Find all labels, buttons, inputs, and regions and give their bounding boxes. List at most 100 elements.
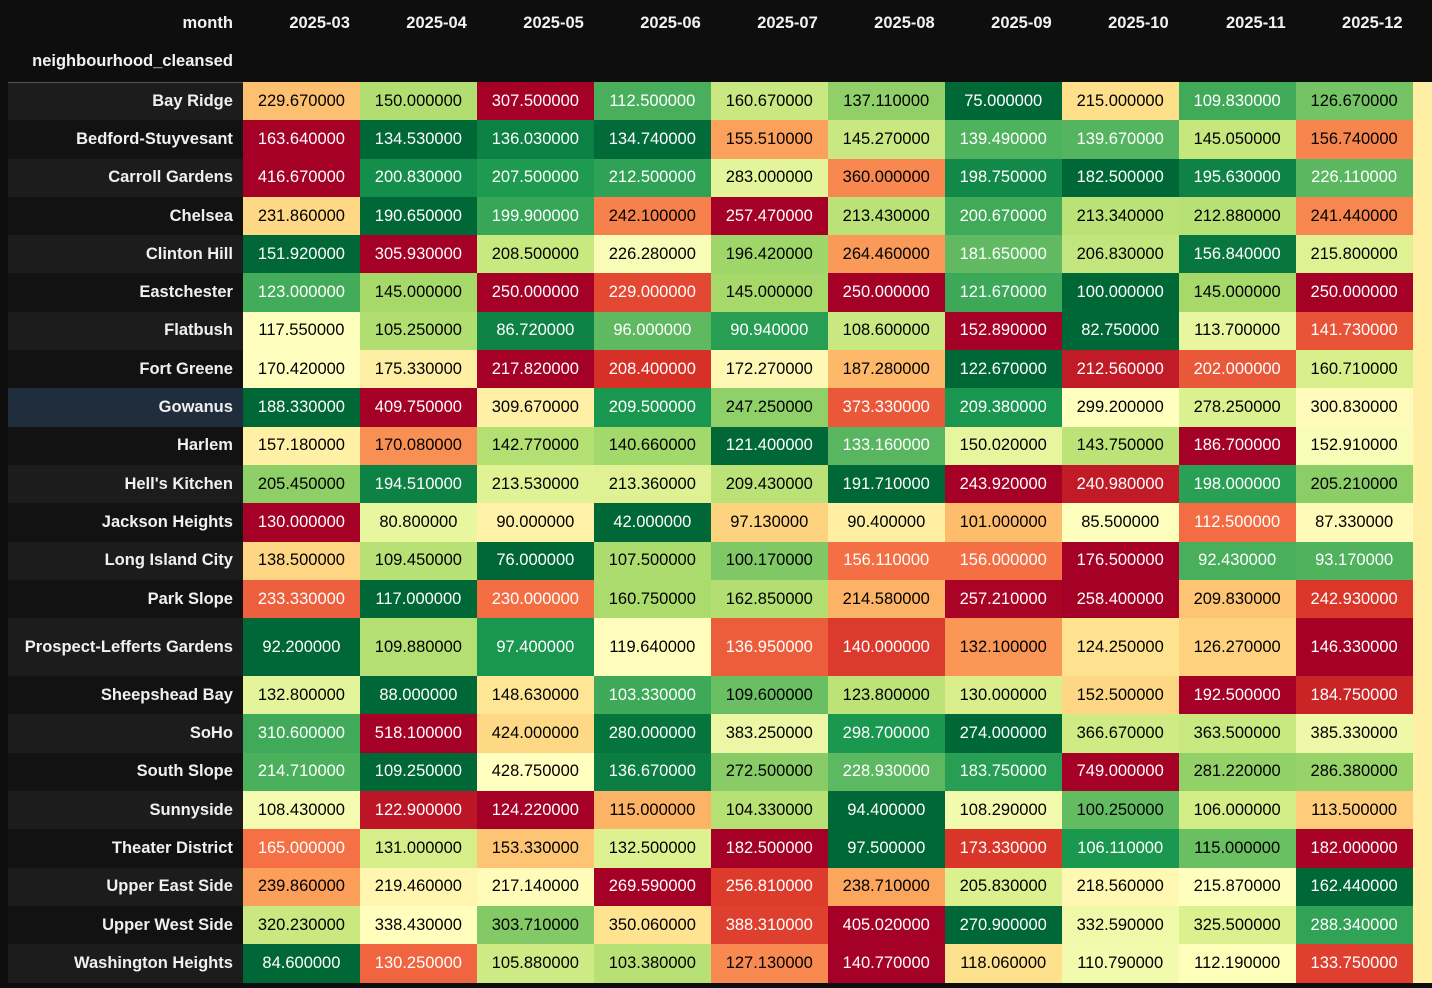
table-cell[interactable]: 231.860000 [242, 196, 360, 236]
table-cell[interactable]: 269.590000 [593, 867, 711, 906]
row-header[interactable]: Long Island City [8, 541, 243, 580]
table-cell[interactable]: 115.000000 [1178, 829, 1296, 868]
table-row[interactable]: Long Island City 138.500000 109.450000 76.0… [8, 541, 1432, 580]
table-cell[interactable]: 97.500000 [827, 829, 945, 868]
table-cell[interactable]: 108.600000 [827, 311, 945, 351]
table-cell[interactable]: 145.000000 [1178, 273, 1296, 312]
row-header[interactable]: Hell's Kitchen [8, 464, 243, 504]
table-cell[interactable]: 157.180000 [242, 426, 360, 465]
table-cell[interactable]: 97.130000 [710, 503, 828, 542]
table-cell[interactable]: 205.830000 [944, 867, 1062, 906]
table-cell[interactable]: 213.430000 [827, 196, 945, 236]
table-cell[interactable]: 150.000000 [359, 82, 477, 121]
table-row[interactable]: Carroll Gardens 416.670000 200.830000 207.5… [8, 158, 1432, 197]
table-cell[interactable]: 112.190000 [1178, 944, 1296, 983]
table-cell[interactable]: 123.000000 [242, 273, 360, 312]
table-row[interactable]: Prospect-Lefferts Gardens 92.200000 109.88… [8, 618, 1432, 677]
row-header[interactable]: Flatbush [8, 311, 243, 351]
table-cell[interactable]: 90.400000 [827, 503, 945, 542]
table-cell[interactable]: 117.000000 [359, 579, 477, 619]
table-cell[interactable]: 124.220000 [476, 791, 594, 830]
table-cell[interactable]: 388.310000 [710, 905, 828, 945]
table-cell[interactable]: 226.280000 [593, 235, 711, 274]
table-cell[interactable]: 82.750000 [1061, 311, 1179, 351]
table-cell[interactable]: 75.000000 [944, 82, 1062, 121]
table-cell[interactable]: 92.200000 [242, 618, 360, 677]
table-cell[interactable]: 199.900000 [476, 196, 594, 236]
table-cell[interactable]: 325.500000 [1178, 905, 1296, 945]
table-cell[interactable]: 188.330000 [242, 388, 360, 427]
table-cell[interactable]: 139.490000 [944, 120, 1062, 159]
table-cell[interactable]: 194.510000 [359, 464, 477, 504]
table-cell[interactable]: 209.430000 [710, 464, 828, 504]
table-cell[interactable]: 307.500000 [476, 82, 594, 121]
table-cell[interactable]: 258.400000 [1061, 579, 1179, 619]
table-row[interactable]: Sunnyside 108.430000 122.900000 124.220000 1… [8, 791, 1432, 830]
table-cell[interactable]: 151.920000 [242, 235, 360, 274]
row-header[interactable]: Sunnyside [8, 791, 243, 830]
table-cell[interactable]: 300.830000 [1295, 388, 1413, 427]
table-cell[interactable]: 749.000000 [1061, 752, 1179, 792]
table-cell[interactable]: 103.330000 [593, 676, 711, 715]
table-cell[interactable]: 214.580000 [827, 579, 945, 619]
table-cell[interactable]: 134.530000 [359, 120, 477, 159]
table-cell[interactable]: 195.630000 [1178, 158, 1296, 197]
table-cell[interactable]: 192.500000 [1178, 676, 1296, 715]
table-row[interactable]: Flatbush 117.550000 105.250000 86.720000 96.… [8, 311, 1432, 351]
table-cell[interactable]: 212.880000 [1178, 196, 1296, 236]
table-row[interactable]: Hell's Kitchen 205.450000 194.510000 213.53… [8, 464, 1432, 504]
table-cell[interactable]: 213.530000 [476, 464, 594, 504]
row-header[interactable]: Upper West Side [8, 905, 243, 945]
table-cell[interactable]: 123.800000 [827, 676, 945, 715]
table-cell[interactable]: 208.400000 [593, 350, 711, 389]
table-cell[interactable]: 90.940000 [710, 311, 828, 351]
table-cell[interactable]: 212.500000 [593, 158, 711, 197]
table-cell[interactable]: 113.700000 [1178, 311, 1296, 351]
table-cell[interactable]: 143.750000 [1061, 426, 1179, 465]
table-cell[interactable]: 121.670000 [944, 273, 1062, 312]
table-cell[interactable]: 124.250000 [1061, 618, 1179, 677]
table-cell[interactable]: 110.790000 [1061, 944, 1179, 983]
table-cell[interactable]: 126.270000 [1178, 618, 1296, 677]
table-cell[interactable]: 100.000000 [1061, 273, 1179, 312]
table-cell[interactable]: 187.280000 [827, 350, 945, 389]
table-cell[interactable]: 101.000000 [944, 503, 1062, 542]
table-cell[interactable]: 212.560000 [1061, 350, 1179, 389]
table-cell[interactable]: 250.000000 [476, 273, 594, 312]
table-cell[interactable]: 145.270000 [827, 120, 945, 159]
table-cell[interactable]: 360.000000 [827, 158, 945, 197]
table-cell[interactable]: 108.290000 [944, 791, 1062, 830]
table-cell[interactable]: 117.550000 [242, 311, 360, 351]
table-cell[interactable]: 156.740000 [1295, 120, 1413, 159]
table-cell[interactable]: 303.710000 [476, 905, 594, 945]
table-cell[interactable]: 160.750000 [593, 579, 711, 619]
table-cell[interactable]: 132.100000 [944, 618, 1062, 677]
table-cell[interactable]: 182.000000 [1295, 829, 1413, 868]
table-cell[interactable]: 119.640000 [593, 618, 711, 677]
table-cell[interactable]: 100.250000 [1061, 791, 1179, 830]
table-row[interactable]: Sheepshead Bay 132.800000 88.000000 148.630… [8, 676, 1432, 715]
table-cell[interactable]: 173.330000 [944, 829, 1062, 868]
table-row[interactable]: Bay Ridge 229.670000 150.000000 307.500000 1… [8, 82, 1432, 121]
table-row[interactable]: SoHo 310.600000 518.100000 424.000000 280.00… [8, 714, 1432, 753]
table-cell[interactable]: 385.330000 [1295, 714, 1413, 753]
table-cell[interactable]: 136.670000 [593, 752, 711, 792]
table-cell[interactable]: 208.500000 [476, 235, 594, 274]
table-cell[interactable]: 130.000000 [944, 676, 1062, 715]
row-header[interactable]: Jackson Heights [8, 503, 243, 542]
row-header[interactable]: Park Slope [8, 579, 243, 619]
column-header-month[interactable]: 2025-09 [991, 14, 1052, 32]
table-cell[interactable]: 141.730000 [1295, 311, 1413, 351]
table-cell[interactable]: 190.650000 [359, 196, 477, 236]
table-cell[interactable]: 150.020000 [944, 426, 1062, 465]
table-cell[interactable]: 162.440000 [1295, 867, 1413, 906]
table-cell[interactable]: 118.060000 [944, 944, 1062, 983]
table-cell[interactable]: 373.330000 [827, 388, 945, 427]
table-cell[interactable]: 217.820000 [476, 350, 594, 389]
table-cell[interactable]: 181.650000 [944, 235, 1062, 274]
table-cell[interactable]: 106.000000 [1178, 791, 1296, 830]
table-cell[interactable]: 176.500000 [1061, 541, 1179, 580]
table-cell[interactable]: 153.330000 [476, 829, 594, 868]
table-cell[interactable]: 383.250000 [710, 714, 828, 753]
table-cell[interactable]: 93.170000 [1295, 541, 1413, 580]
